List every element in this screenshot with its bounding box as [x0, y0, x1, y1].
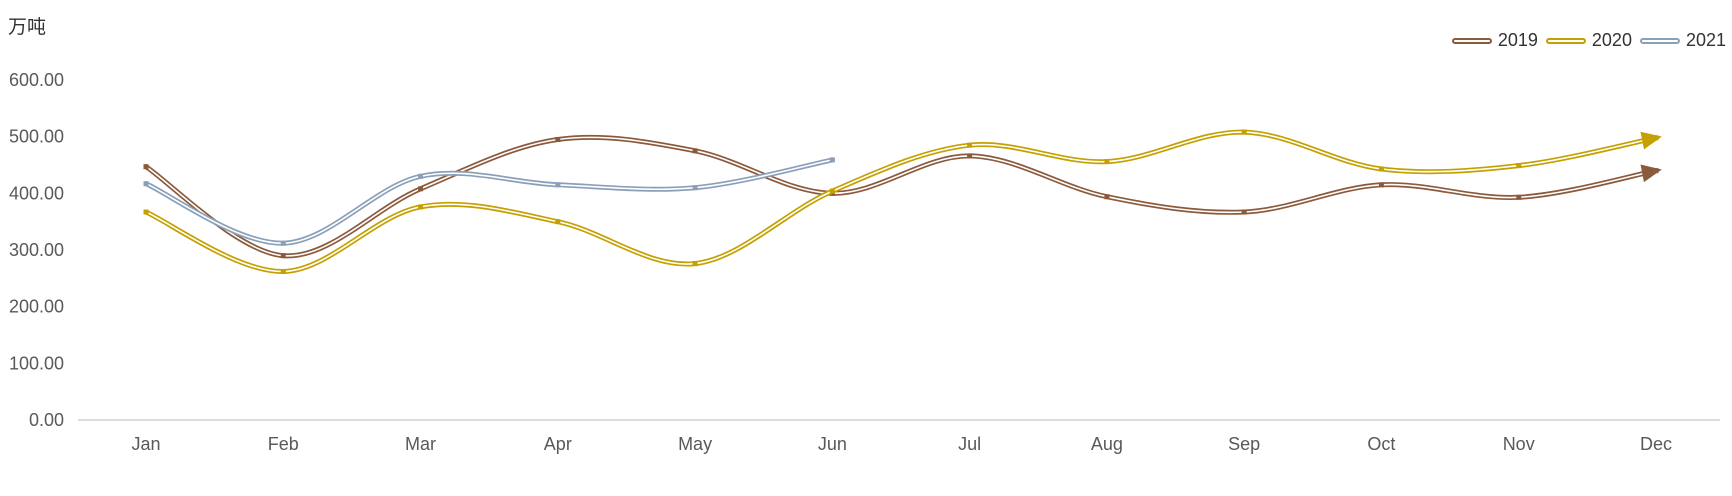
legend-label-2021: 2021	[1685, 30, 1726, 50]
y-tick-label: 200.00	[9, 297, 64, 317]
legend-item-2021[interactable]: 2021	[1639, 30, 1726, 51]
y-tick-label: 600.00	[9, 70, 64, 90]
legend-label-2020: 2020	[1591, 30, 1632, 50]
data-point	[1653, 135, 1659, 141]
data-point	[418, 173, 424, 179]
series-2020	[143, 129, 1662, 275]
legend: 2019 2020 2021	[1451, 30, 1726, 51]
y-axis-unit-label: 万吨	[8, 17, 47, 38]
data-point	[143, 209, 149, 215]
data-point	[1378, 182, 1384, 188]
data-point	[280, 269, 286, 275]
y-tick-label: 300.00	[9, 240, 64, 260]
legend-item-2019[interactable]: 2019	[1451, 30, 1538, 51]
data-point	[692, 185, 698, 191]
series-arrow-2020	[1640, 131, 1662, 150]
series-2021	[143, 157, 835, 246]
data-point	[967, 153, 973, 159]
data-point	[418, 186, 424, 192]
legend-item-2020[interactable]: 2020	[1545, 30, 1632, 51]
y-tick-label: 400.00	[9, 183, 64, 203]
x-tick-label: Sep	[1228, 434, 1260, 454]
data-point	[1104, 159, 1110, 165]
data-point	[829, 157, 835, 163]
data-point	[555, 137, 561, 142]
data-point	[1104, 194, 1110, 200]
x-tick-label: Mar	[405, 434, 436, 454]
y-tick-label: 0.00	[29, 410, 64, 430]
data-point	[143, 181, 149, 187]
data-point	[1653, 168, 1659, 174]
data-point	[555, 182, 561, 188]
data-point	[692, 261, 698, 267]
series-arrow-2019	[1640, 164, 1662, 183]
x-tick-label: Apr	[544, 434, 572, 454]
data-point	[280, 253, 286, 259]
data-point	[829, 188, 835, 194]
data-point	[418, 204, 424, 210]
legend-swatch-2019	[1451, 37, 1492, 44]
x-tick-label: Jan	[131, 434, 160, 454]
data-point	[1241, 129, 1247, 135]
x-tick-label: Oct	[1367, 434, 1395, 454]
x-tick-label: Jun	[818, 434, 847, 454]
x-tick-label: May	[678, 434, 712, 454]
data-point	[1516, 194, 1522, 200]
series-line-inner-2021	[145, 159, 834, 245]
x-tick-label: Feb	[268, 434, 299, 454]
series-2019	[143, 134, 1662, 259]
x-tick-label: Jul	[958, 434, 981, 454]
series-line-2021	[143, 157, 835, 246]
y-tick-label: 500.00	[9, 127, 64, 147]
data-point	[967, 142, 973, 148]
data-point	[280, 240, 286, 246]
data-point	[1516, 163, 1522, 169]
legend-label-2019: 2019	[1497, 30, 1538, 50]
x-tick-label: Aug	[1091, 434, 1123, 454]
data-point	[555, 219, 561, 225]
data-point	[143, 164, 149, 170]
data-point	[1241, 209, 1247, 215]
data-point	[692, 148, 698, 154]
legend-swatch-2020	[1545, 37, 1586, 44]
data-point	[1378, 166, 1384, 172]
legend-swatch-2021	[1639, 37, 1680, 44]
x-tick-label: Dec	[1640, 434, 1672, 454]
x-tick-label: Nov	[1503, 434, 1535, 454]
y-tick-label: 100.00	[9, 353, 64, 373]
